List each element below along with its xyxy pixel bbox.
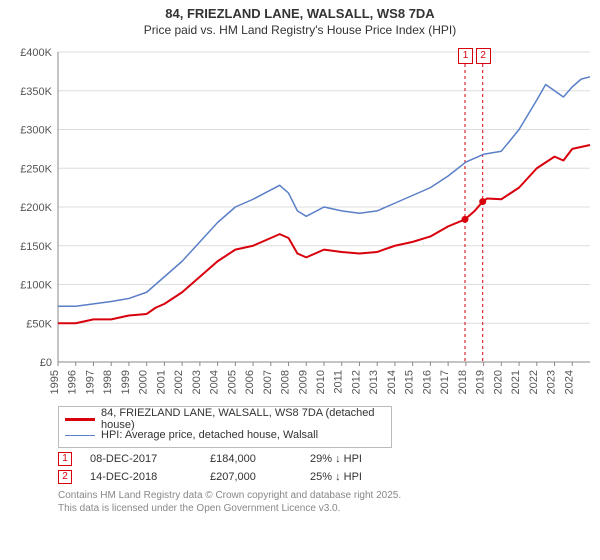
svg-text:1997: 1997	[84, 370, 96, 394]
svg-text:2003: 2003	[191, 370, 203, 394]
svg-text:2012: 2012	[350, 370, 362, 394]
svg-text:2014: 2014	[386, 370, 398, 394]
svg-text:2002: 2002	[173, 370, 185, 394]
transaction-price: £207,000	[210, 471, 310, 483]
svg-text:2020: 2020	[492, 370, 504, 394]
svg-text:1995: 1995	[49, 370, 61, 394]
transaction-row: 1 08-DEC-2017£184,00029% ↓ HPI	[58, 450, 588, 468]
svg-text:2010: 2010	[315, 370, 327, 394]
chart-title-line1: 84, FRIEZLAND LANE, WALSALL, WS8 7DA	[0, 6, 600, 23]
svg-text:£350K: £350K	[20, 86, 52, 98]
transaction-delta: 25% ↓ HPI	[310, 471, 430, 483]
chart-area: £0 £50K £100K £150K £200K £250K £300K £350K £400…	[0, 42, 600, 402]
footer-line1: Contains HM Land Registry data © Crown c…	[58, 490, 588, 503]
svg-text:2022: 2022	[528, 370, 540, 394]
transaction-date: 14-DEC-2018	[90, 471, 210, 483]
transactions-table: 1 08-DEC-2017£184,00029% ↓ HPI 2 14-DEC-201…	[58, 450, 588, 486]
legend-swatch	[65, 435, 95, 437]
svg-text:2019: 2019	[475, 370, 487, 394]
footer-line2: This data is licensed under the Open Gov…	[58, 503, 588, 516]
legend-label: HPI: Average price, detached house, Wals…	[101, 429, 318, 441]
svg-text:£50K: £50K	[26, 319, 52, 331]
transaction-marker-box: 2	[58, 470, 72, 484]
svg-text:2008: 2008	[280, 370, 292, 394]
svg-text:1998: 1998	[102, 370, 114, 394]
svg-text:1996: 1996	[67, 370, 79, 394]
transaction-row: 2 14-DEC-2018£207,00025% ↓ HPI	[58, 468, 588, 486]
svg-text:2024: 2024	[563, 370, 575, 394]
svg-text:£300K: £300K	[20, 125, 52, 137]
svg-text:2023: 2023	[546, 370, 558, 394]
transaction-delta: 29% ↓ HPI	[310, 453, 430, 465]
svg-text:2016: 2016	[421, 370, 433, 394]
legend-swatch	[65, 418, 95, 421]
chart-title-line2: Price paid vs. HM Land Registry's House …	[0, 23, 600, 43]
svg-text:£100K: £100K	[20, 280, 52, 292]
legend-box: 84, FRIEZLAND LANE, WALSALL, WS8 7DA (de…	[58, 406, 392, 448]
svg-text:2009: 2009	[297, 370, 309, 394]
svg-text:£250K: £250K	[20, 164, 52, 176]
svg-text:£200K: £200K	[20, 202, 52, 214]
svg-text:£0: £0	[40, 357, 52, 369]
svg-text:2005: 2005	[226, 370, 238, 394]
svg-text:2006: 2006	[244, 370, 256, 394]
svg-text:1999: 1999	[120, 370, 132, 394]
svg-text:2004: 2004	[209, 370, 221, 394]
transaction-marker-box: 1	[58, 452, 72, 466]
svg-text:2021: 2021	[510, 370, 522, 394]
svg-text:2013: 2013	[368, 370, 380, 394]
svg-text:2007: 2007	[262, 370, 274, 394]
transaction-price: £184,000	[210, 453, 310, 465]
chart-marker-box: 1	[458, 48, 473, 64]
svg-text:2017: 2017	[439, 370, 451, 394]
svg-text:2011: 2011	[333, 370, 345, 394]
svg-text:£150K: £150K	[20, 241, 52, 253]
svg-text:2000: 2000	[138, 370, 150, 394]
legend-label: 84, FRIEZLAND LANE, WALSALL, WS8 7DA (de…	[101, 407, 385, 431]
copyright-footer: Contains HM Land Registry data © Crown c…	[58, 490, 588, 515]
svg-text:2015: 2015	[404, 370, 416, 394]
line-chart-svg: £0 £50K £100K £150K £200K £250K £300K £350K £400…	[0, 42, 600, 402]
chart-marker-box: 2	[476, 48, 491, 64]
svg-text:£400K: £400K	[20, 47, 52, 59]
transaction-date: 08-DEC-2017	[90, 453, 210, 465]
svg-text:2018: 2018	[457, 370, 469, 394]
legend-row: 84, FRIEZLAND LANE, WALSALL, WS8 7DA (de…	[65, 411, 385, 427]
svg-text:2001: 2001	[155, 370, 167, 394]
